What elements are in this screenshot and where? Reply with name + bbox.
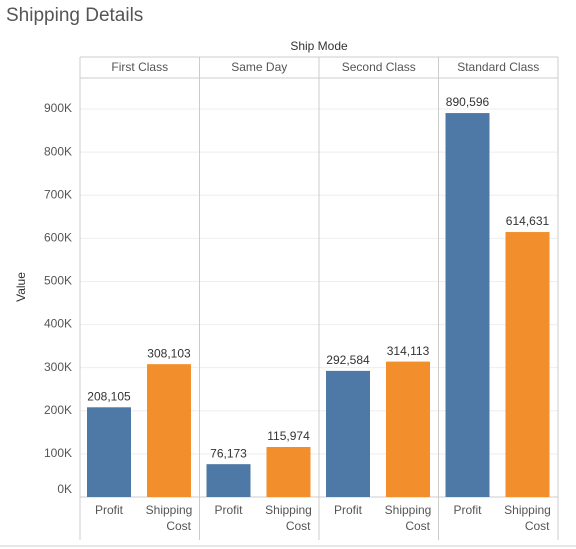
value-label: 314,113 [387,344,430,358]
bar [326,370,370,497]
bar [445,113,490,497]
y-tick-label: 400K [44,317,72,331]
bar [505,232,550,497]
x-tick-label: Shipping Cost [146,503,193,533]
pane-header: Second Class [342,60,416,74]
value-label: 115,974 [267,429,310,443]
x-tick-label: Profit [453,503,482,517]
y-tick-label: 200K [44,403,72,417]
bar [87,407,131,497]
y-tick-label: 100K [44,446,72,460]
x-tick-label: Shipping Cost [504,503,551,533]
y-tick-label: 600K [44,231,72,245]
value-label: 292,584 [326,353,370,367]
chart-title: Shipping Details [6,5,143,26]
x-tick-label: Shipping Cost [265,503,312,533]
y-tick-label: 900K [44,101,72,115]
column-header: Ship Mode [290,39,348,53]
value-label: 76,173 [210,446,247,460]
x-tick-label: Profit [214,503,243,517]
y-tick-label: 0K [57,482,72,496]
value-label: 308,103 [147,346,191,360]
bar [266,447,311,497]
value-label: 208,105 [87,389,131,403]
y-tick-label: 300K [44,360,72,374]
value-label: 890,596 [446,95,490,109]
bar [206,464,251,497]
y-tick-label: 500K [44,274,72,288]
pane-header: Same Day [231,60,287,74]
y-tick-label: 800K [44,144,72,158]
pane-header: Standard Class [457,60,539,74]
value-label: 614,631 [506,214,550,228]
x-tick-label: Shipping Cost [385,503,432,533]
y-axis-label: Value [14,272,28,302]
bar [147,364,191,497]
x-tick-label: Profit [95,503,124,517]
y-tick-label: 700K [44,187,72,201]
x-tick-label: Profit [334,503,363,517]
bar [386,361,430,497]
pane-header: First Class [111,60,168,74]
